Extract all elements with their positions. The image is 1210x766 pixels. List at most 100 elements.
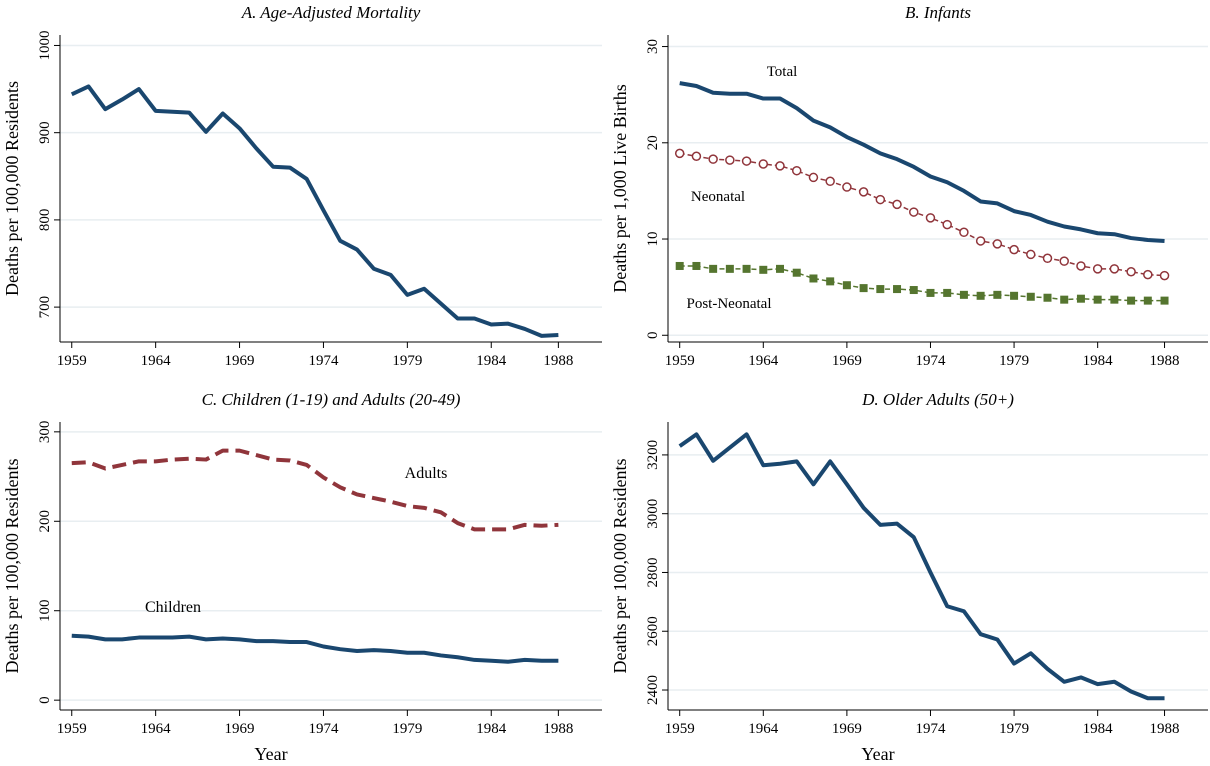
- x-tick-label: 1979: [392, 353, 422, 369]
- x-tick-label: 1984: [1083, 721, 1114, 737]
- marker: [993, 290, 1002, 299]
- marker: [975, 236, 986, 246]
- x-axis-title: Year: [861, 744, 894, 764]
- marker: [791, 165, 802, 176]
- marker: [1060, 295, 1069, 304]
- x-tick-label: 1979: [999, 353, 1029, 369]
- marker: [942, 219, 952, 230]
- x-tick-label: 1969: [832, 721, 862, 737]
- x-tick-label: 1969: [225, 721, 255, 737]
- x-tick-label: 1964: [141, 353, 172, 369]
- y-tick-label: 700: [37, 296, 53, 319]
- marker: [1143, 269, 1153, 280]
- y-tick-label: 100: [37, 599, 53, 622]
- x-tick-label: 1964: [748, 353, 779, 369]
- x-tick-label: 1959: [665, 353, 695, 369]
- marker: [1092, 264, 1103, 274]
- x-tick-label: 1969: [225, 353, 255, 369]
- marker: [826, 277, 835, 286]
- y-tick-label: 0: [37, 696, 53, 704]
- x-tick-label: 1969: [832, 353, 862, 369]
- y-axis-title: Deaths per 100,000 Residents: [610, 459, 630, 674]
- series-label: Post-Neonatal: [687, 296, 772, 312]
- marker: [741, 156, 752, 166]
- x-tick-label: 1974: [915, 721, 946, 737]
- x-axis-title: Year: [254, 744, 287, 764]
- x-tick-label: 1988: [543, 721, 573, 737]
- marker: [926, 288, 935, 297]
- marker: [959, 227, 969, 238]
- y-tick-label: 20: [645, 135, 661, 150]
- y-axis-title: Deaths per 100,000 Residents: [2, 459, 22, 674]
- marker: [925, 213, 936, 223]
- series-label: Adults: [405, 465, 448, 482]
- marker: [1010, 291, 1019, 300]
- marker: [775, 161, 785, 171]
- marker: [725, 155, 735, 165]
- chart-title: A. Age-Adjusted Mortality: [241, 3, 421, 22]
- series-label: Total: [767, 64, 798, 80]
- chart-title: D. Older Adults (50+): [861, 390, 1014, 409]
- marker: [976, 291, 985, 300]
- y-tick-label: 3000: [645, 499, 661, 529]
- series-label: Children: [145, 599, 201, 616]
- marker: [842, 182, 852, 192]
- x-tick-label: 1964: [748, 721, 779, 737]
- series-line: [71, 633, 559, 664]
- marker: [909, 207, 919, 217]
- x-tick-label: 1974: [915, 353, 946, 369]
- x-tick-label: 1979: [392, 721, 422, 737]
- marker: [792, 268, 801, 277]
- series-line: [70, 84, 559, 338]
- marker: [675, 261, 684, 270]
- marker: [859, 284, 868, 293]
- x-tick-label: 1974: [308, 721, 339, 737]
- y-tick-label: 900: [37, 121, 53, 144]
- marker: [959, 290, 968, 299]
- marker: [1126, 266, 1136, 277]
- marker: [1042, 253, 1053, 264]
- marker: [1026, 292, 1035, 301]
- x-tick-label: 1979: [999, 721, 1029, 737]
- marker: [858, 187, 869, 197]
- x-tick-label: 1988: [1150, 721, 1180, 737]
- marker: [892, 199, 902, 210]
- y-tick-label: 2600: [645, 616, 661, 646]
- marker: [875, 194, 886, 205]
- marker: [725, 264, 734, 273]
- y-tick-label: 10: [645, 232, 661, 247]
- marker: [674, 148, 685, 159]
- series-line: [678, 432, 1165, 701]
- marker: [759, 265, 768, 274]
- marker: [1159, 270, 1170, 281]
- y-tick-label: 800: [37, 209, 53, 232]
- chart-title: B. Infants: [905, 3, 971, 22]
- marker: [758, 159, 769, 169]
- marker: [708, 154, 718, 164]
- y-tick-label: 300: [37, 421, 53, 444]
- y-tick-label: 0: [645, 332, 661, 340]
- y-tick-label: 30: [645, 39, 661, 54]
- x-tick-label: 1984: [476, 353, 507, 369]
- marker: [1110, 295, 1119, 304]
- marker: [1109, 264, 1120, 274]
- marker: [809, 274, 818, 283]
- marker: [709, 264, 718, 273]
- x-tick-label: 1974: [308, 353, 339, 369]
- marker: [1076, 261, 1086, 271]
- y-tick-label: 200: [37, 510, 53, 533]
- x-tick-label: 1984: [1083, 353, 1114, 369]
- y-tick-label: 2800: [645, 557, 661, 587]
- marker: [776, 264, 785, 273]
- marker: [1143, 296, 1152, 305]
- marker: [691, 151, 702, 162]
- marker: [1127, 296, 1136, 305]
- marker: [1076, 294, 1085, 303]
- x-tick-label: 1959: [665, 721, 695, 737]
- y-axis-title: Deaths per 100,000 Residents: [2, 81, 22, 296]
- x-tick-label: 1959: [57, 353, 87, 369]
- marker: [692, 261, 701, 270]
- marker: [742, 264, 751, 273]
- marker: [1160, 296, 1169, 305]
